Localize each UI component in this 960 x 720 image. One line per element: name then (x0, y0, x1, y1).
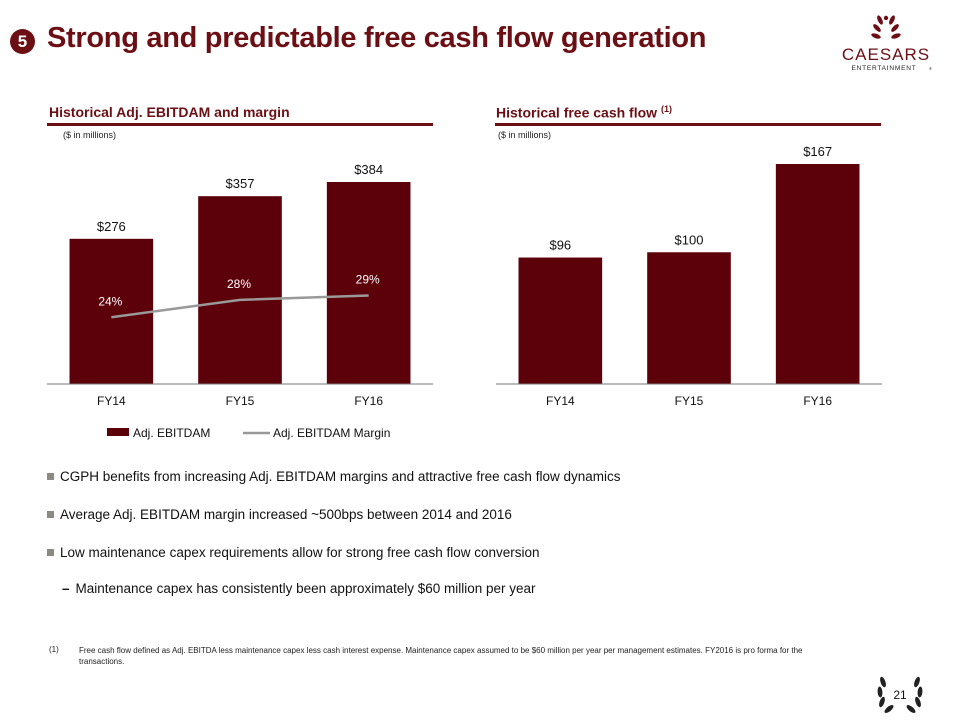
x-tick-label: FY16 (803, 394, 832, 408)
bullet-item: Average Adj. EBITDAM margin increased ~5… (47, 507, 512, 522)
bullet-text: Low maintenance capex requirements allow… (60, 545, 540, 560)
margin-value-label: 24% (98, 294, 122, 308)
laurel-icon (871, 15, 901, 39)
logo-primary-text: CAESARS (842, 45, 930, 64)
bar (198, 196, 282, 384)
page-title: Strong and predictable free cash flow ge… (47, 22, 707, 54)
left-panel-rule (47, 123, 433, 126)
page-number: 21 (893, 688, 907, 702)
x-tick-label: FY14 (97, 394, 126, 408)
bullet-text: Average Adj. EBITDAM margin increased ~5… (60, 507, 512, 522)
bar (518, 257, 603, 384)
bar-value-label: $96 (549, 238, 571, 253)
bar (647, 252, 731, 384)
right-panel-title: Historical free cash flow (1) (496, 104, 672, 121)
margin-value-label: 29% (356, 272, 380, 286)
legend-label-margin: Adj. EBITDAM Margin (273, 426, 390, 440)
right-panel-title-sup: (1) (660, 104, 672, 114)
left-panel-title: Historical Adj. EBITDAM and margin (49, 104, 290, 120)
footnote-number: (1) (49, 645, 59, 654)
x-tick-label: FY15 (675, 394, 704, 408)
logo-secondary-text: ENTERTAINMENT (851, 65, 916, 72)
caesars-logo: CAESARS ENTERTAINMENT ® (842, 15, 932, 72)
bar-value-label: $357 (226, 176, 255, 191)
section-number-badge: 5 (10, 29, 35, 54)
bar-value-label: $100 (675, 232, 704, 247)
ebitdam-chart: $276 FY14 $357 FY15 $384 FY16 24% 28% 29% Adj. EB… (47, 162, 433, 440)
sub-bullet-text: Maintenance capex has consistently been … (75, 581, 536, 596)
dash-icon: – (62, 581, 70, 596)
square-bullet-icon (47, 473, 54, 480)
legend-swatch-ebitdam (107, 428, 129, 436)
x-tick-label: FY16 (354, 394, 383, 408)
bar-value-label: $276 (97, 219, 126, 234)
right-panel-title-text: Historical free cash flow (496, 104, 658, 121)
logo-trademark: ® (929, 66, 932, 71)
square-bullet-icon (47, 511, 54, 518)
footnote-text: Free cash flow defined as Adj. EBITDA le… (79, 646, 803, 666)
x-tick-label: FY15 (226, 394, 255, 408)
bar (775, 164, 860, 384)
bar (326, 182, 411, 384)
square-bullet-icon (47, 549, 54, 556)
bullet-item: CGPH benefits from increasing Adj. EBITD… (47, 469, 620, 484)
bullet-text: CGPH benefits from increasing Adj. EBITD… (60, 469, 621, 484)
right-panel-units: ($ in millions) (498, 130, 552, 140)
margin-value-label: 28% (227, 277, 251, 291)
bar (69, 238, 154, 384)
bar-value-label: $384 (354, 162, 383, 177)
legend-label-ebitdam: Adj. EBITDAM (133, 426, 210, 440)
laurel-wreath-icon (877, 676, 923, 713)
left-panel-units: ($ in millions) (63, 130, 117, 140)
page-number-badge: 21 (877, 676, 923, 713)
bar-value-label: $167 (803, 144, 832, 159)
bullet-item: Low maintenance capex requirements allow… (47, 545, 540, 560)
right-panel-rule (495, 123, 881, 126)
sub-bullet-item: – Maintenance capex has consistently been… (62, 581, 536, 596)
x-tick-label: FY14 (546, 394, 575, 408)
margin-line (111, 294, 369, 319)
fcf-chart: $96 FY14 $100 FY15 $167 FY16 (496, 144, 882, 408)
